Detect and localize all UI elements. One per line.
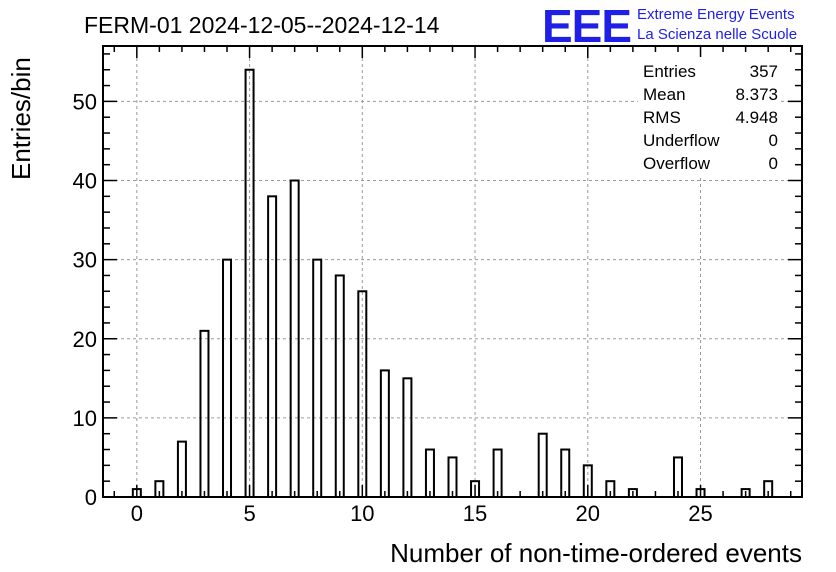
stats-label: RMS bbox=[643, 108, 681, 127]
stats-box: Entries 357 Mean 8.373 RMS 4.948 Underflow 0 Ove… bbox=[638, 57, 780, 175]
stats-value: 4.948 bbox=[735, 108, 778, 127]
histogram-bar bbox=[267, 195, 278, 498]
x-tick-label: 10 bbox=[350, 501, 374, 526]
eee-logo: EEE Extreme Energy Events La Scienza nel… bbox=[542, 0, 797, 52]
stats-box-background bbox=[638, 57, 780, 175]
x-tick-label: 0 bbox=[131, 501, 143, 526]
logo-mark: EEE bbox=[542, 0, 631, 52]
y-tick-labels: 0 10 20 30 40 50 bbox=[73, 89, 97, 510]
y-axis-title: Entries/bin bbox=[6, 57, 36, 180]
histogram-bar bbox=[537, 432, 548, 498]
axis-ticks bbox=[103, 46, 802, 498]
logo-line-1: Extreme Energy Events bbox=[637, 6, 795, 23]
histogram-bar bbox=[334, 274, 345, 498]
histogram-bar bbox=[379, 369, 390, 498]
y-tick-label: 0 bbox=[85, 485, 97, 510]
histogram-bar bbox=[492, 448, 503, 498]
histogram-bar bbox=[176, 440, 187, 499]
histogram-bar bbox=[560, 448, 571, 498]
x-tick-label: 15 bbox=[463, 501, 487, 526]
stats-label: Overflow bbox=[643, 154, 711, 173]
stats-label: Mean bbox=[643, 85, 686, 104]
y-tick-label: 10 bbox=[73, 406, 97, 431]
x-axis-title: Number of non-time-ordered events bbox=[390, 538, 802, 568]
x-tick-label: 25 bbox=[688, 501, 712, 526]
logo-line-2: La Scienza nelle Scuole bbox=[637, 26, 797, 43]
y-tick-label: 50 bbox=[73, 89, 97, 114]
stats-value: 0 bbox=[769, 154, 778, 173]
histogram-bar bbox=[199, 329, 210, 498]
stats-label: Underflow bbox=[643, 131, 720, 150]
grid bbox=[103, 46, 802, 497]
chart-title: FERM-01 2024-12-05--2024-12-14 bbox=[84, 12, 440, 38]
y-tick-label: 30 bbox=[73, 248, 97, 273]
y-tick-label: 20 bbox=[73, 327, 97, 352]
stats-value: 357 bbox=[750, 62, 778, 81]
x-tick-labels: 0 5 10 15 20 25 bbox=[131, 501, 713, 526]
histogram-bar bbox=[222, 258, 233, 499]
stats-value: 0 bbox=[769, 131, 778, 150]
stats-label: Entries bbox=[643, 62, 696, 81]
x-tick-label: 5 bbox=[243, 501, 255, 526]
histogram-bar bbox=[424, 448, 435, 498]
x-tick-label: 20 bbox=[576, 501, 600, 526]
stats-value: 8.373 bbox=[735, 85, 778, 104]
y-tick-label: 40 bbox=[73, 169, 97, 194]
histogram-bar bbox=[312, 258, 323, 499]
histogram-bar bbox=[402, 377, 413, 499]
